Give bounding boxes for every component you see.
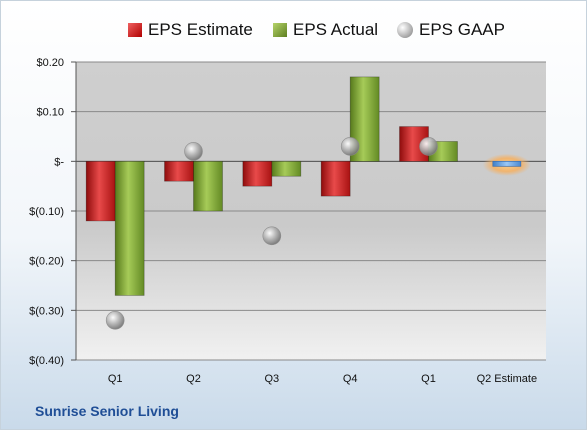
x-tick-label: Q2 Estimate	[477, 373, 538, 385]
x-tick-label: Q4	[343, 373, 358, 385]
y-tick-label: $(0.20)	[29, 256, 64, 268]
bar-eps-estimate	[242, 160, 273, 187]
y-tick-label: $(0.10)	[29, 206, 64, 218]
y-tick-label: $0.10	[36, 107, 64, 119]
marker-eps-gaap	[262, 226, 282, 246]
bar-eps-actual	[114, 160, 145, 296]
bar-eps-actual	[271, 160, 302, 177]
bar-eps-estimate	[320, 160, 351, 197]
y-tick-label: $0.20	[36, 57, 64, 69]
legend-marker-gaap	[397, 22, 413, 38]
bar-eps-estimate	[85, 160, 116, 222]
y-tick-label: $(0.40)	[29, 355, 64, 367]
marker-eps-gaap	[105, 310, 125, 330]
x-tick-label: Q3	[264, 373, 279, 385]
x-tick-label: Q1	[421, 373, 436, 385]
legend-item-estimate: EPS Estimate	[128, 17, 253, 43]
legend-swatch-actual	[273, 23, 287, 37]
legend-label-gaap: EPS GAAP	[419, 20, 505, 39]
legend-label-actual: EPS Actual	[293, 20, 379, 39]
legend-item-gaap: EPS GAAP	[397, 17, 505, 43]
company-name: Sunrise Senior Living	[35, 403, 179, 419]
x-tick-label: Q2	[186, 373, 201, 385]
marker-eps-gaap	[184, 142, 203, 161]
x-tick-label: Q1	[108, 373, 123, 385]
bar-eps-actual	[193, 160, 223, 212]
legend-swatch-estimate	[128, 23, 142, 37]
y-tick-label: $(0.30)	[29, 305, 64, 317]
legend-label-estimate: EPS Estimate	[148, 20, 253, 39]
legend: EPS Estimate EPS Actual EPS GAAP	[1, 17, 587, 43]
marker-eps-gaap	[419, 137, 438, 156]
marker-eps-gaap	[340, 137, 360, 156]
legend-item-actual: EPS Actual	[273, 17, 378, 43]
y-tick-label: $-	[54, 156, 64, 168]
bar-q2-estimate	[492, 160, 522, 167]
bar-eps-estimate	[164, 160, 194, 182]
